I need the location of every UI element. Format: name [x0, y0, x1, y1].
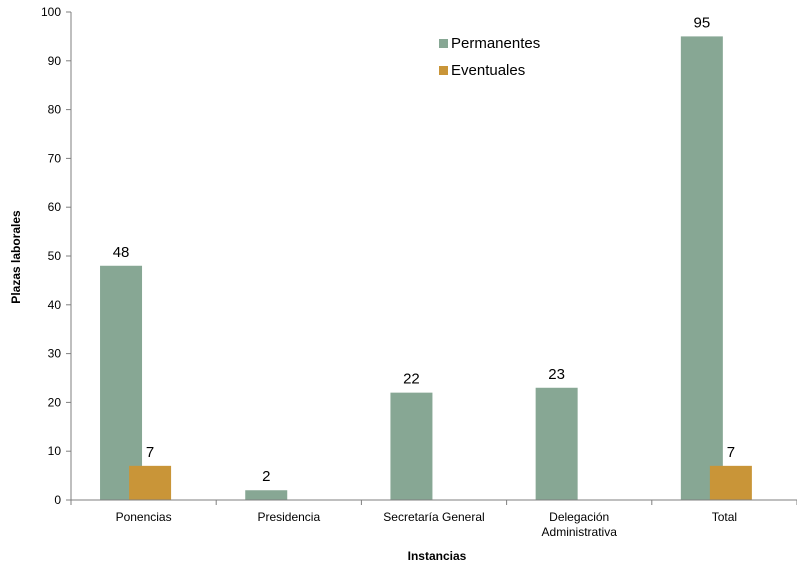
legend-swatch: [439, 66, 448, 75]
x-tick-label: Ponencias: [116, 510, 172, 524]
x-tick-label: Delegación Administrativa: [542, 510, 618, 539]
y-tick-label: 80: [48, 103, 62, 117]
data-label: 22: [403, 371, 420, 388]
bar-eventuales: [129, 465, 172, 500]
y-tick-label: 100: [41, 5, 61, 19]
legend-swatch: [439, 39, 448, 48]
x-tick-label: Presidencia: [257, 510, 320, 524]
y-tick-label: 60: [48, 200, 62, 214]
y-tick-label: 20: [48, 395, 62, 409]
bar-permanentes: [100, 265, 143, 500]
y-axis-title: Plazas laborales: [9, 210, 23, 304]
y-tick-label: 40: [48, 298, 62, 312]
bar-eventuales: [709, 465, 752, 500]
bar-permanentes: [245, 490, 288, 500]
x-tick-label: Secretaría General: [383, 510, 484, 524]
x-tick-label: Total: [712, 510, 737, 524]
data-label: 48: [113, 244, 130, 261]
data-label: 23: [548, 366, 565, 383]
legend: Permanentes Eventuales: [439, 35, 540, 79]
bar-permanentes: [535, 387, 578, 500]
data-label: 7: [146, 444, 154, 461]
bar-permanentes: [680, 36, 723, 501]
y-tick-label: 90: [48, 54, 62, 68]
x-axis-ticks: Ponencias Presidencia Secretaría General De…: [70, 500, 797, 539]
y-tick-label: 70: [48, 151, 62, 165]
legend-label: Permanentes: [451, 35, 540, 52]
data-label: 7: [727, 444, 735, 461]
y-axis-ticks: 0 10 20 30 40 50 60 70 80 90 100: [41, 5, 71, 507]
data-label: 95: [693, 14, 710, 31]
bar-permanentes: [390, 392, 433, 500]
y-tick-label: 10: [48, 444, 62, 458]
y-tick-label: 0: [54, 493, 61, 507]
y-tick-label: 30: [48, 347, 62, 361]
x-axis-title: Instancias: [408, 549, 467, 563]
axes: [70, 12, 797, 501]
legend-label: Eventuales: [451, 62, 525, 79]
y-tick-label: 50: [48, 249, 62, 263]
data-label: 2: [262, 468, 270, 485]
bars: [100, 36, 752, 501]
